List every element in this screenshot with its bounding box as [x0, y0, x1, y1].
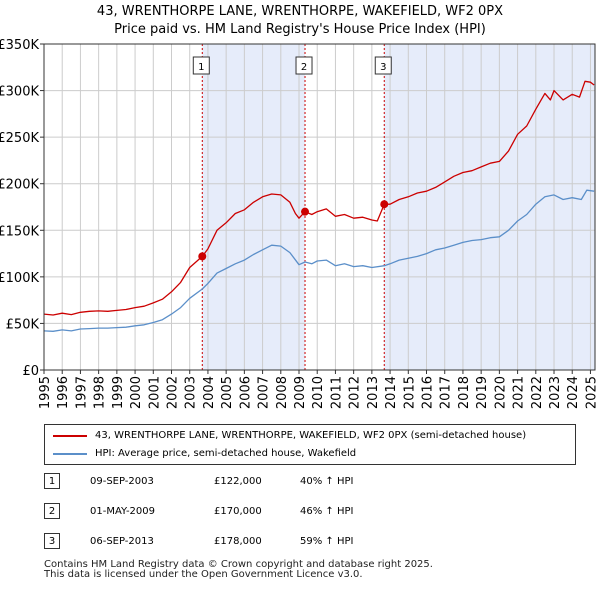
x-tick-label: 2015: [402, 376, 417, 409]
x-tick-label: 2002: [166, 376, 181, 409]
x-tick-label: 2008: [275, 376, 290, 409]
ownership-span-3: [384, 44, 595, 370]
ownership-span-1: [202, 44, 306, 370]
sale-badge: 1: [44, 473, 60, 489]
x-tick-label: 2000: [129, 376, 144, 409]
y-tick-label: £350K: [0, 38, 39, 53]
x-tick-label: 2012: [348, 376, 363, 409]
footer: Contains HM Land Registry data © Crown c…: [44, 560, 433, 580]
x-tick-label: 1996: [56, 376, 71, 409]
x-tick-label: 1997: [74, 376, 89, 409]
plot-frame: [43, 43, 596, 371]
sale-marker-box: [295, 56, 313, 75]
property-price-line: [43, 80, 595, 316]
x-tick-label: 1999: [111, 376, 126, 409]
x-tick-label: 1998: [93, 376, 108, 409]
sales-table: 1 09-SEP-2003 £122,000 40% ↑ HPI 2 01-MA…: [44, 473, 444, 563]
legend-label-property: 43, WRENTHORPE LANE, WRENTHORPE, WAKEFIE…: [95, 430, 527, 441]
y-tick-label: £300K: [0, 85, 39, 100]
sale-hpi-change: 40% ↑ HPI: [300, 476, 354, 487]
legend-swatch-property: [53, 434, 87, 437]
footer-licence: This data is licensed under the Open Gov…: [44, 569, 363, 580]
x-tick-label: 2022: [530, 376, 545, 409]
sale-date: 01-MAY-2009: [90, 506, 156, 517]
x-tick-label: 2009: [293, 376, 308, 409]
x-tick-label: 2025: [584, 376, 599, 409]
x-tick-label: 2003: [184, 376, 199, 409]
footer-copyright: Contains HM Land Registry data © Crown c…: [44, 559, 433, 570]
sale-point: [301, 207, 310, 216]
sale-marker-label: 1: [198, 62, 204, 73]
sale-hpi-change: 59% ↑ HPI: [300, 536, 354, 547]
sale-price: £122,000: [214, 476, 262, 487]
legend-item-property: 43, WRENTHORPE LANE, WRENTHORPE, WAKEFIE…: [53, 430, 526, 441]
sale-badge: 2: [44, 503, 60, 519]
sale-point: [198, 252, 207, 261]
y-tick-label: £100K: [0, 271, 39, 286]
legend-label-hpi: HPI: Average price, semi-detached house,…: [95, 448, 357, 459]
x-tick-label: 2006: [238, 376, 253, 409]
x-tick-label: 2020: [493, 376, 508, 409]
x-tick-label: 2016: [421, 376, 436, 409]
sale-price: £178,000: [214, 536, 262, 547]
x-tick-label: 2007: [257, 376, 272, 409]
legend-swatch-hpi: [53, 452, 87, 455]
x-tick-label: 2014: [384, 376, 399, 409]
y-tick-label: £200K: [0, 178, 39, 193]
price-chart: 43, WRENTHORPE LANE, WRENTHORPE, WAKEFIE…: [0, 4, 599, 409]
x-tick-label: 2005: [220, 376, 235, 409]
chart-subtitle: Price paid vs. HM Land Registry's House …: [114, 22, 486, 37]
sale-row: 1 09-SEP-2003 £122,000 40% ↑ HPI: [44, 473, 444, 503]
chart-title: 43, WRENTHORPE LANE, WRENTHORPE, WAKEFIE…: [97, 4, 503, 19]
x-tick-label: 2023: [548, 376, 563, 409]
sale-marker-label: 2: [301, 62, 307, 73]
x-tick-label: 2021: [512, 376, 527, 409]
y-tick-label: £0: [22, 364, 39, 379]
sale-marker-label: 3: [380, 62, 386, 73]
x-tick-label: 2018: [457, 376, 472, 409]
x-tick-label: 1995: [38, 376, 53, 409]
sale-date: 06-SEP-2013: [90, 536, 154, 547]
sale-point: [380, 200, 389, 209]
sale-badge: 3: [44, 533, 60, 549]
x-tick-label: 2017: [439, 376, 454, 409]
y-tick-label: £250K: [0, 131, 39, 146]
y-tick-label: £50K: [6, 317, 40, 332]
hpi-line: [43, 189, 595, 332]
x-tick-label: 2001: [147, 376, 162, 409]
sale-hpi-change: 46% ↑ HPI: [300, 506, 354, 517]
sale-marker-box: [192, 56, 210, 75]
x-tick-label: 2024: [566, 376, 581, 409]
x-tick-label: 2004: [202, 376, 217, 409]
x-tick-label: 2013: [366, 376, 381, 409]
x-tick-label: 2011: [329, 376, 344, 409]
sale-date: 09-SEP-2003: [90, 476, 154, 487]
x-tick-label: 2010: [311, 376, 326, 409]
sale-price: £170,000: [214, 506, 262, 517]
legend-item-hpi: HPI: Average price, semi-detached house,…: [53, 448, 356, 459]
sale-row: 3 06-SEP-2013 £178,000 59% ↑ HPI: [44, 533, 444, 563]
chart-legend: 43, WRENTHORPE LANE, WRENTHORPE, WAKEFIE…: [44, 424, 576, 465]
sale-marker-box: [374, 56, 392, 75]
y-tick-label: £150K: [0, 224, 39, 239]
x-tick-label: 2019: [475, 376, 490, 409]
sale-row: 2 01-MAY-2009 £170,000 46% ↑ HPI: [44, 503, 444, 533]
